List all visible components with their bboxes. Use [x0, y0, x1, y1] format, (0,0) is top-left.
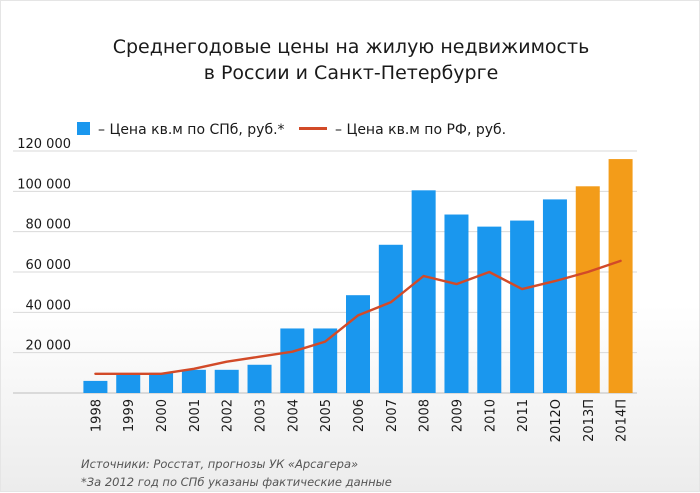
- y-tick-label: 120 000: [17, 137, 71, 152]
- bar-2014П: [609, 159, 633, 393]
- bar-2004: [280, 328, 304, 393]
- x-tick-label: 2013П: [582, 399, 597, 442]
- bar-2002: [215, 370, 239, 393]
- x-tick-label: 2001: [188, 399, 203, 432]
- bar-2012О: [543, 199, 567, 393]
- bar-2010: [477, 227, 501, 393]
- x-tick-label: 2012О: [549, 399, 564, 442]
- x-tick-label: 1999: [122, 399, 137, 432]
- x-tick-label: 2006: [352, 399, 367, 432]
- bar-2007: [379, 245, 403, 393]
- bar-2001: [182, 370, 206, 393]
- x-tick-label: 2007: [385, 399, 400, 432]
- y-tick-label: 100 000: [17, 177, 71, 192]
- x-tick-label: 2003: [254, 399, 269, 432]
- x-tick-label: 2008: [418, 399, 433, 432]
- x-tick-label: 1998: [89, 399, 104, 432]
- x-tick-label: 2005: [319, 399, 334, 432]
- x-tick-label: 2000: [155, 399, 170, 432]
- bar-1999: [116, 374, 140, 393]
- bar-2011: [510, 221, 534, 393]
- x-tick-label: 2010: [483, 399, 498, 432]
- x-tick-label: 2004: [286, 399, 301, 432]
- bar-2009: [444, 215, 468, 393]
- y-tick-label: 20 000: [26, 339, 72, 354]
- y-tick-label: 40 000: [26, 298, 72, 313]
- footnote: *За 2012 год по СПб указаны фактические …: [81, 475, 392, 489]
- y-tick-label: 60 000: [26, 258, 72, 273]
- bar-2008: [412, 190, 436, 393]
- bar-2013П: [576, 186, 600, 393]
- bar-2005: [313, 328, 337, 393]
- x-tick-label: 2014П: [615, 399, 630, 442]
- source-note: Источники: Росстат, прогнозы УК «Арсагер…: [81, 457, 358, 471]
- x-tick-label: 2011: [516, 399, 531, 432]
- bar-2000: [149, 373, 173, 393]
- bar-2003: [248, 365, 272, 393]
- bar-2006: [346, 295, 370, 393]
- x-tick-label: 2002: [221, 399, 236, 432]
- y-tick-label: 80 000: [26, 218, 72, 233]
- x-tick-label: 2009: [450, 399, 465, 432]
- bar-1998: [83, 381, 107, 393]
